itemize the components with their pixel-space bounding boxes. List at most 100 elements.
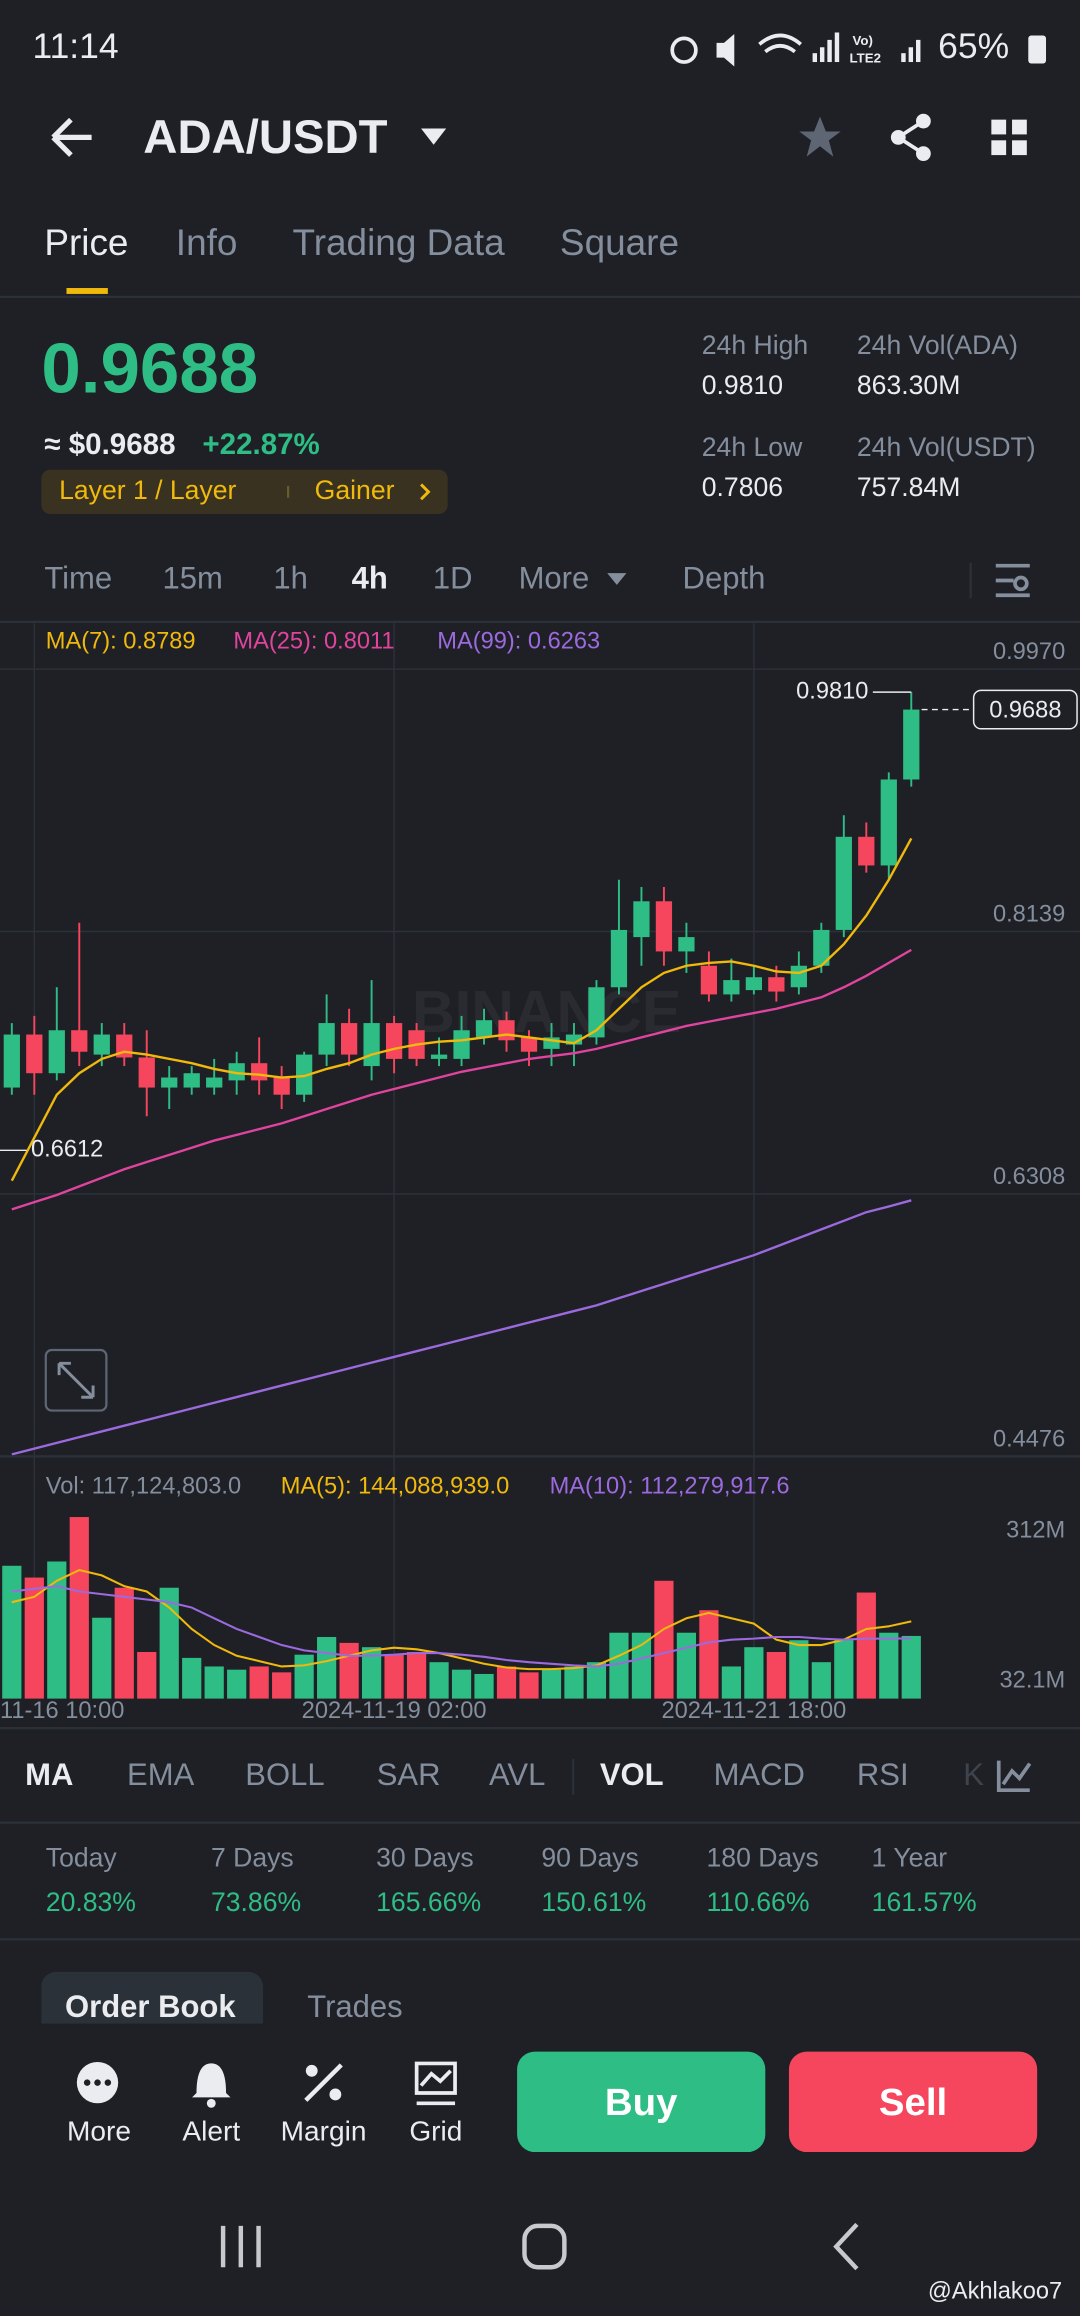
performance-label: 30 Days [376, 1843, 474, 1873]
volume-bar [317, 1637, 337, 1699]
tab[interactable]: Square [560, 222, 679, 263]
interval[interactable]: 15m [163, 561, 223, 596]
action[interactable]: Grid [409, 2115, 462, 2146]
indicator[interactable]: RSI [857, 1757, 909, 1792]
performance-value: 20.83% [46, 1887, 136, 1917]
ma-legend: MA(7): 0.8789 [46, 629, 196, 655]
action[interactable]: Margin [281, 2115, 367, 2146]
tab-chip[interactable] [41, 1971, 263, 2039]
status-network: LTE2 [850, 51, 881, 66]
share-button[interactable] [890, 113, 931, 161]
candle-body [296, 1054, 313, 1095]
tag[interactable]: Layer 1 / Layer [59, 475, 236, 505]
expand-icon [57, 1361, 95, 1399]
volume-ma-legend: MA(10): 112,279,917.6 [550, 1474, 790, 1500]
volume-bar [474, 1673, 494, 1699]
indicator[interactable]: MACD [714, 1757, 805, 1792]
candle-body [520, 1037, 538, 1052]
performance-value: 161.57% [872, 1887, 977, 1917]
stat-value: 757.84M [857, 472, 960, 502]
chart-settings[interactable] [995, 563, 1030, 598]
volume-bar [451, 1669, 472, 1699]
indicator[interactable]: SAR [377, 1757, 441, 1792]
x-tick-label: 11-16 10:00 [0, 1698, 124, 1724]
volume-bar [519, 1672, 539, 1699]
volume-bar [811, 1662, 831, 1699]
indicator[interactable]: BOLL [245, 1757, 324, 1792]
volume-bar [24, 1577, 44, 1699]
volume-bar [182, 1657, 202, 1699]
y-tick-label: 0.8139 [993, 902, 1065, 928]
stat-label: 24h Vol(ADA) [857, 330, 1018, 360]
action-icons [76, 2061, 457, 2108]
volume-bar [2, 1565, 22, 1699]
volume-bar [114, 1587, 134, 1699]
candle-body [363, 1023, 380, 1067]
performance-label: 180 Days [707, 1843, 819, 1873]
indicator[interactable]: MA [25, 1757, 73, 1792]
interval[interactable]: 1h [273, 561, 308, 596]
performance-label: Today [46, 1843, 118, 1873]
volume-bar [249, 1666, 269, 1699]
tag[interactable]: Gainer [315, 475, 395, 505]
stat-label: 24h High [702, 330, 808, 360]
stat-label: 24h Low [702, 432, 803, 462]
indicator[interactable]: VOL [600, 1757, 664, 1792]
indicator[interactable]: K [963, 1757, 984, 1792]
volume-bar [609, 1632, 629, 1699]
tab[interactable]: Price [44, 222, 128, 263]
indicator[interactable]: AVL [489, 1757, 545, 1792]
tab[interactable]: Info [176, 222, 238, 263]
ma-legend: MA(99): 0.6263 [437, 629, 600, 655]
volume-bar [834, 1640, 854, 1699]
ma-line [10, 837, 913, 1182]
sell-button[interactable] [788, 2051, 1038, 2153]
candle-body [48, 1030, 65, 1074]
tag-chip[interactable] [41, 469, 448, 515]
ma-line [11, 1199, 912, 1456]
tab[interactable]: Trading Data [293, 222, 506, 263]
volume-bar [496, 1666, 517, 1699]
pair-title[interactable]: ADA/USDT [143, 111, 387, 164]
volume-bar [631, 1632, 652, 1699]
low-label: 0.6612 [31, 1137, 103, 1163]
volume-bar [137, 1652, 157, 1699]
interval[interactable]: Time [44, 561, 112, 596]
volume-bar [856, 1592, 876, 1699]
performance: Today 20.83% 7 Days 73.86% 30 Days 165.66% 90 … [46, 1843, 977, 1917]
sell-label[interactable]: Sell [879, 2081, 947, 2124]
action[interactable]: More [67, 2115, 131, 2146]
interval[interactable]: 4h [352, 561, 388, 596]
layout-button[interactable] [991, 119, 1027, 156]
performance-label: 7 Days [211, 1843, 294, 1873]
volume-bar [339, 1642, 359, 1699]
indicator[interactable]: EMA [127, 1757, 195, 1792]
indicator-settings[interactable] [996, 1760, 1032, 1793]
performance-label: 1 Year [872, 1843, 948, 1873]
candle-body [790, 965, 807, 988]
interval[interactable]: More [519, 561, 590, 596]
book-tab[interactable]: Trades [307, 1989, 402, 2024]
candle-body [543, 1037, 560, 1049]
candle-body [340, 1023, 358, 1055]
interval[interactable]: 1D [433, 561, 473, 596]
buy-button[interactable] [517, 2051, 766, 2153]
volume-bar [47, 1561, 67, 1699]
volume-bar [159, 1587, 179, 1699]
candle-body [251, 1063, 268, 1081]
action[interactable]: Alert [182, 2115, 240, 2146]
expand-button[interactable] [44, 1348, 108, 1412]
book-tab[interactable]: Order Book [65, 1989, 236, 2024]
volume-bar [901, 1635, 921, 1699]
back-button[interactable] [51, 117, 92, 157]
interval-dropdown [607, 573, 627, 585]
pair-dropdown[interactable] [421, 128, 447, 145]
performance-value: 150.61% [541, 1887, 646, 1917]
candle-body [453, 1030, 470, 1059]
interval[interactable]: Depth [683, 561, 766, 596]
buy-label[interactable]: Buy [605, 2081, 678, 2124]
volume-bar [69, 1517, 89, 1699]
favorite-button[interactable] [799, 116, 841, 157]
nav-bar[interactable] [220, 2222, 859, 2271]
